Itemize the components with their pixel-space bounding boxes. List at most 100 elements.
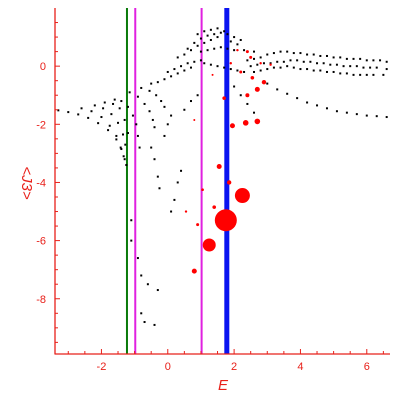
red-point <box>201 188 204 192</box>
black-point <box>375 66 378 69</box>
y-tick-label: -4 <box>36 177 46 189</box>
black-point <box>332 70 335 73</box>
black-point <box>345 57 348 60</box>
black-point <box>246 59 249 62</box>
black-point <box>138 146 141 149</box>
black-point <box>213 33 216 36</box>
black-point-series <box>57 27 388 326</box>
black-point <box>335 63 338 66</box>
black-point <box>153 158 156 161</box>
black-point <box>158 187 161 190</box>
black-point <box>243 49 246 52</box>
red-point <box>245 93 250 98</box>
black-point <box>385 116 388 119</box>
black-point <box>90 110 93 113</box>
black-point <box>219 46 222 49</box>
black-point <box>253 50 256 53</box>
black-point <box>140 312 143 315</box>
black-point <box>189 100 192 103</box>
black-point <box>316 62 319 65</box>
black-point <box>120 100 123 103</box>
black-point <box>156 289 159 292</box>
black-point <box>87 116 90 119</box>
black-point <box>176 181 179 184</box>
red-point <box>234 188 250 204</box>
black-point <box>286 50 289 53</box>
y-axis-label: <J3> <box>18 166 35 200</box>
black-point <box>203 41 206 44</box>
axes: -2 0 2 4 6 0 -2 -4 -6 -8 <box>36 8 390 373</box>
black-point <box>355 65 358 68</box>
black-point <box>345 111 348 114</box>
black-point <box>325 70 328 73</box>
black-point <box>209 38 212 41</box>
black-point <box>130 239 133 242</box>
black-point <box>262 62 265 65</box>
red-point <box>261 79 267 85</box>
black-point <box>316 104 319 107</box>
black-point <box>256 63 259 66</box>
black-point <box>385 68 388 71</box>
black-point <box>239 94 242 97</box>
black-point <box>173 198 176 201</box>
black-point <box>299 68 302 71</box>
black-point <box>223 66 226 69</box>
black-point <box>233 85 236 88</box>
black-point <box>359 73 362 76</box>
black-point <box>97 122 100 125</box>
black-point <box>365 114 368 117</box>
black-point <box>233 36 236 39</box>
black-point <box>153 126 156 129</box>
x-tick-label: 2 <box>231 361 237 373</box>
black-point <box>266 53 269 56</box>
x-tick-label: 4 <box>297 361 303 373</box>
black-point <box>196 44 199 47</box>
black-point <box>272 66 275 69</box>
black-point <box>289 59 292 62</box>
black-point <box>163 134 166 137</box>
black-point <box>136 95 139 98</box>
black-point <box>80 107 83 110</box>
black-point <box>199 50 202 53</box>
black-point <box>170 114 173 117</box>
red-point <box>250 75 255 80</box>
x-tick-label: 0 <box>165 361 171 373</box>
black-point <box>115 134 118 137</box>
red-point <box>212 205 217 209</box>
black-point <box>166 70 169 73</box>
black-point <box>136 257 139 260</box>
black-point <box>131 114 134 117</box>
black-point <box>135 123 138 126</box>
black-point <box>148 110 151 113</box>
black-point <box>103 101 106 104</box>
black-point <box>102 107 105 110</box>
black-point <box>279 50 282 53</box>
black-point <box>123 118 126 121</box>
black-point <box>151 118 154 121</box>
black-point <box>196 94 199 97</box>
black-point <box>160 100 163 103</box>
black-point <box>163 78 166 81</box>
red-point <box>196 223 200 227</box>
black-point <box>203 30 206 33</box>
black-point <box>130 219 133 222</box>
black-point <box>126 132 129 135</box>
red-point <box>184 210 188 213</box>
black-point <box>319 54 322 57</box>
black-point <box>322 62 325 65</box>
black-point <box>352 73 355 76</box>
x-tick-label: 6 <box>364 361 370 373</box>
y-tick-label: -2 <box>36 119 46 131</box>
black-point <box>126 105 129 108</box>
black-point <box>150 82 153 85</box>
black-point <box>120 148 123 151</box>
black-point <box>372 59 375 62</box>
black-point <box>186 62 189 65</box>
red-point <box>254 118 261 125</box>
red-point <box>193 118 196 121</box>
black-point <box>253 111 256 114</box>
black-point <box>282 60 285 63</box>
black-point <box>269 62 272 65</box>
y-tick-label: -6 <box>36 236 46 248</box>
